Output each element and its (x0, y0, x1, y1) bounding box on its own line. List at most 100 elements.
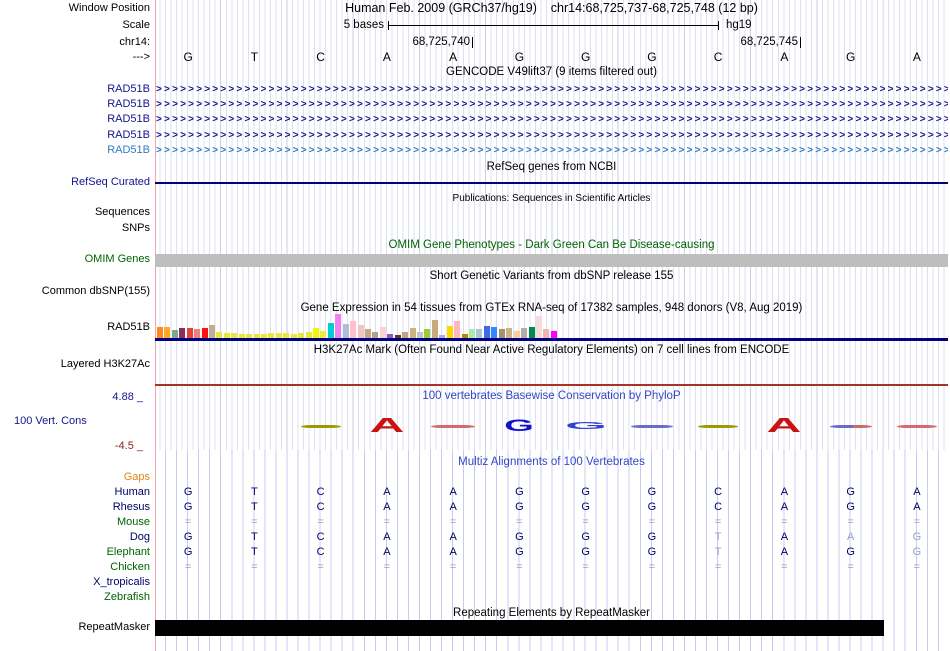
gene-arrow-row[interactable]: >>>>>>>>>>>>>>>>>>>>>>>>>>>>>>>>>>>>>>>>… (156, 130, 948, 141)
base-letter: A (780, 50, 789, 64)
align-cell: G (647, 501, 657, 513)
gtex-bar (223, 332, 230, 338)
gene-label[interactable]: RAD51B (107, 98, 150, 110)
align-cell: G (581, 546, 590, 558)
base-letter: C (713, 50, 723, 64)
align-cell: A (913, 486, 921, 498)
publications-title: Publications: Sequences in Scientific Ar… (452, 193, 651, 204)
align-cell: T (251, 501, 258, 513)
base-letter: G (580, 50, 591, 64)
logo-dash (630, 424, 673, 428)
gtex-bar (506, 328, 513, 338)
align-cell: G (846, 501, 855, 513)
snps-label[interactable]: SNPs (121, 222, 150, 234)
coord-left: 68,725,740 (412, 36, 470, 48)
gene-arrow-row[interactable]: >>>>>>>>>>>>>>>>>>>>>>>>>>>>>>>>>>>>>>>>… (156, 99, 948, 110)
align-cell: G (912, 546, 922, 558)
align-cell: A (383, 486, 391, 498)
gtex-bar (171, 330, 178, 338)
logo-dash (300, 424, 341, 428)
h3k27ac-baseline (155, 384, 948, 386)
base-letter: G (514, 50, 525, 64)
align-cell: G (515, 546, 524, 558)
gtex-bar (261, 333, 268, 338)
sequences-label[interactable]: Sequences (94, 206, 150, 218)
grid-upper (155, 0, 949, 450)
gtex-gene-label[interactable]: RAD51B (107, 321, 150, 333)
gtex-bar (194, 329, 201, 338)
align-cell: G (515, 531, 524, 543)
gtex-bar (238, 333, 245, 338)
chrom-label: chr14: (119, 36, 150, 48)
align-cell: G (581, 486, 590, 498)
align-cell: C (316, 546, 325, 558)
gtex-bar (409, 328, 416, 338)
logo-dash (829, 424, 872, 428)
align-row-label[interactable]: Chicken (110, 561, 150, 573)
gtex-bar (186, 328, 193, 338)
gene-label[interactable]: RAD51B (107, 83, 150, 95)
gene-label[interactable]: RAD51B (107, 129, 150, 141)
gene-arrow-row[interactable]: >>>>>>>>>>>>>>>>>>>>>>>>>>>>>>>>>>>>>>>>… (156, 145, 948, 156)
gtex-bar (521, 328, 528, 338)
align-cell: = (383, 516, 391, 528)
coord-left-tick (472, 37, 473, 48)
gtex-bar (350, 321, 357, 338)
refseq-gene-line[interactable] (155, 182, 948, 184)
scale-text: 5 bases (343, 19, 384, 31)
gtex-bar (209, 325, 215, 338)
common-dbsnp-label[interactable]: Common dbSNP(155) (41, 285, 150, 297)
align-cell: G (647, 531, 657, 543)
h3k27ac-title: H3K27Ac Mark (Often Found Near Active Re… (313, 344, 790, 356)
gtex-bar (365, 329, 372, 338)
align-cell: = (383, 561, 391, 573)
align-cell: C (316, 531, 325, 543)
refseq-curated-label[interactable]: RefSeq Curated (71, 176, 150, 188)
align-row-label[interactable]: X_tropicalis (93, 576, 150, 588)
gtex-bar (535, 316, 542, 338)
layered-h3k27ac-label[interactable]: Layered H3K27Ac (60, 358, 150, 370)
base-letter: G (183, 50, 193, 64)
align-cell: C (714, 486, 723, 498)
gtex-bar (402, 332, 409, 338)
logo-dash (698, 424, 739, 428)
omim-genes-label[interactable]: OMIM Genes (84, 253, 150, 265)
align-cell: A (383, 501, 391, 513)
align-row-label[interactable]: Mouse (116, 516, 150, 528)
gtex-bar (431, 320, 438, 338)
align-row-label[interactable]: Dog (129, 531, 150, 543)
align-row-label[interactable]: Rhesus (112, 501, 150, 513)
scale-label: Scale (122, 19, 150, 31)
gene-label[interactable]: RAD51B (107, 144, 150, 156)
align-cell: G (912, 531, 922, 543)
gtex-bar (320, 331, 327, 338)
gtex-bar (231, 332, 238, 338)
gene-label[interactable]: RAD51B (107, 113, 150, 125)
align-row-label[interactable]: Human (114, 486, 150, 498)
gtex-bar (424, 329, 431, 338)
gene-arrow-row[interactable]: >>>>>>>>>>>>>>>>>>>>>>>>>>>>>>>>>>>>>>>>… (156, 84, 948, 95)
gtex-bar (454, 321, 461, 338)
track-left-edge (155, 0, 156, 651)
gtex-bar (298, 332, 305, 338)
repeatmasker-element-bar[interactable] (155, 620, 884, 636)
gtex-bar (327, 323, 334, 338)
align-cell: A (780, 531, 789, 543)
gtex-bar (394, 335, 401, 338)
vert-cons-label[interactable]: 100 Vert. Cons (14, 415, 87, 427)
repeatmasker-label[interactable]: RepeatMasker (78, 621, 150, 633)
omim-gene-bar[interactable] (155, 254, 948, 267)
align-cell: A (449, 501, 457, 513)
align-cell: = (251, 561, 258, 573)
align-row-label[interactable]: Gaps (123, 471, 150, 483)
gtex-bar (268, 333, 275, 338)
align-cell: C (316, 486, 325, 498)
align-row-label[interactable]: Elephant (106, 546, 150, 558)
align-row-label[interactable]: Zebrafish (104, 591, 150, 603)
align-cell: T (251, 486, 258, 498)
logo-dash (431, 424, 476, 428)
scale-ruler (388, 25, 718, 26)
gene-arrow-row[interactable]: >>>>>>>>>>>>>>>>>>>>>>>>>>>>>>>>>>>>>>>>… (156, 114, 948, 125)
gtex-bar (157, 327, 163, 338)
